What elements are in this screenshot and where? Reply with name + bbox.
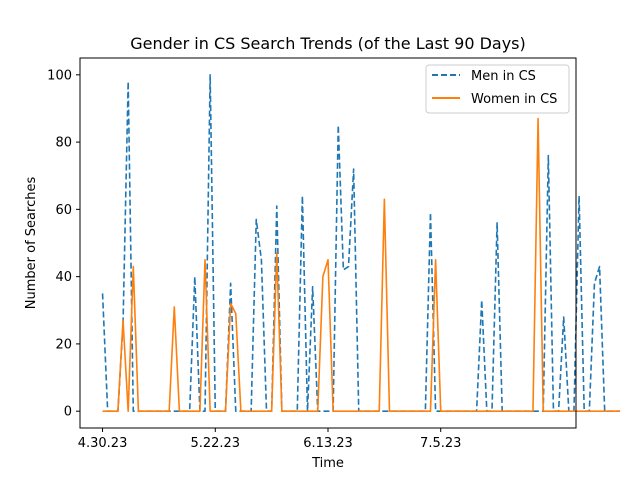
- legend-label-women: Women in CS: [471, 92, 557, 107]
- y-axis-title: Number of Searches: [24, 177, 39, 310]
- y-tick-label: 20: [55, 337, 72, 352]
- legend: Men in CS Women in CS: [426, 65, 569, 113]
- y-tick-label: 100: [47, 68, 72, 83]
- x-axis-title: Time: [311, 456, 344, 471]
- x-tick-label: 5.22.23: [190, 436, 240, 451]
- y-tick-label: 80: [55, 136, 72, 151]
- chart-title: Gender in CS Search Trends (of the Last …: [130, 34, 526, 53]
- x-tick-label: 4.30.23: [78, 436, 128, 451]
- y-tick-label: 0: [64, 405, 72, 420]
- x-tick-label: 7.5.23: [420, 436, 461, 451]
- y-tick-label: 60: [55, 203, 72, 218]
- y-tick-label: 40: [55, 270, 72, 285]
- legend-label-men: Men in CS: [471, 69, 536, 84]
- x-tick-label: 6.13.23: [303, 436, 353, 451]
